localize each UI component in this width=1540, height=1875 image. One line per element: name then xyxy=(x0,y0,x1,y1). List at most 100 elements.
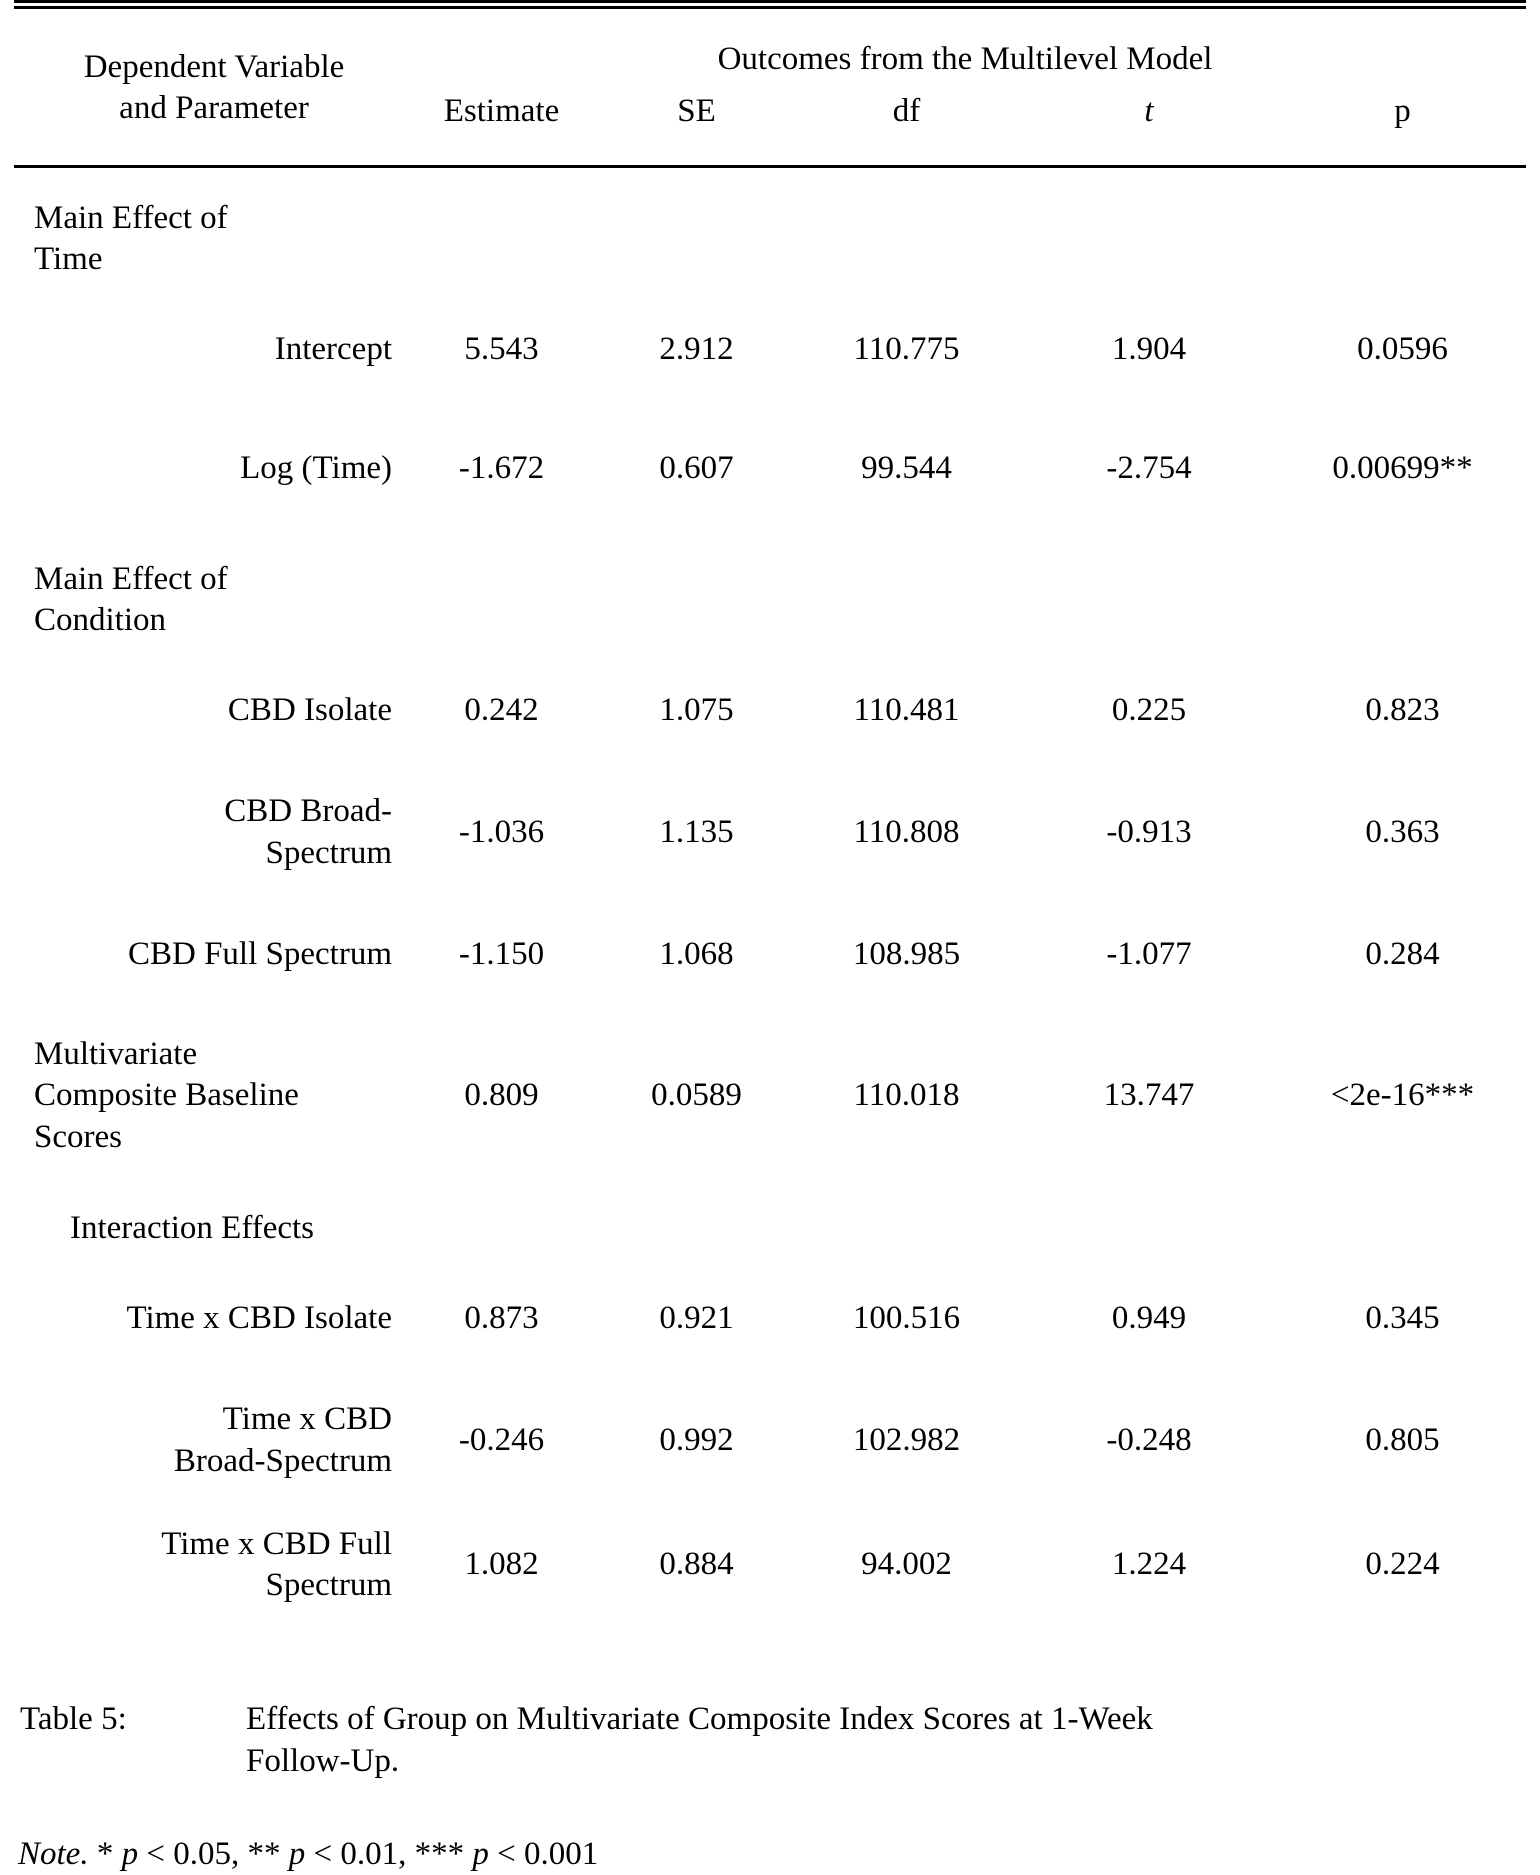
row-label-line: Broad-Spectrum xyxy=(173,1442,392,1479)
section-header-line: Main Effect of xyxy=(34,560,228,597)
t-cell: 1.224 xyxy=(1111,1546,1187,1583)
column-header-t: t xyxy=(1019,81,1279,168)
table-row-multivariate-composite-baseline: Multivariate Composite Baseline Scores 0… xyxy=(14,1014,1526,1178)
df-cell: 100.516 xyxy=(852,1300,961,1336)
df-cell: 99.544 xyxy=(861,450,952,487)
p-cell: 0.345 xyxy=(1365,1300,1440,1336)
table-header-row-span: Dependent Variable and Parameter Outcome… xyxy=(14,4,1526,168)
t-cell: -1.077 xyxy=(1106,935,1192,972)
t-cell: 1.904 xyxy=(1111,331,1187,367)
df-cell: 110.808 xyxy=(853,813,960,850)
row-label: Log (Time) xyxy=(14,409,404,528)
estimate-cell: -1.150 xyxy=(458,935,545,972)
row-label-line: Spectrum xyxy=(265,834,392,871)
column-header-df: df xyxy=(794,81,1019,168)
row-label-line: Log (Time) xyxy=(240,450,392,487)
note-segment: < 0.001 xyxy=(488,1835,599,1872)
section-row-interaction-effects: Interaction Effects xyxy=(14,1178,1526,1259)
table-row-cbd-broad-spectrum: CBD Broad- Spectrum -1.036 1.135 110.808… xyxy=(14,770,1526,895)
estimate-cell: 5.543 xyxy=(464,331,539,367)
estimate-cell: 0.873 xyxy=(464,1300,539,1336)
stub-header-line-1: Dependent Variable xyxy=(83,49,345,85)
multilevel-model-table: Dependent Variable and Parameter Outcome… xyxy=(14,0,1527,1628)
t-cell: -0.913 xyxy=(1106,813,1192,850)
row-label-line: Time x CBD Isolate xyxy=(126,1300,392,1336)
df-cell: 110.775 xyxy=(853,331,960,367)
se-cell: 0.921 xyxy=(659,1300,734,1336)
row-label-line: CBD Full Spectrum xyxy=(127,935,392,972)
df-cell: 110.018 xyxy=(853,1077,960,1114)
t-cell: 0.949 xyxy=(1111,1300,1187,1336)
row-label: Multivariate Composite Baseline Scores xyxy=(14,1014,404,1178)
note-segment: p xyxy=(472,1835,489,1872)
row-label: Time x CBD Full Spectrum xyxy=(14,1503,404,1628)
p-cell: 0.823 xyxy=(1365,692,1440,728)
p-cell: 0.284 xyxy=(1365,935,1440,972)
table-caption: Table 5: Effects of Group on Multivariat… xyxy=(14,1699,1526,1782)
section-header: Main Effect of Condition xyxy=(14,529,1526,652)
table-row-cbd-isolate: CBD Isolate 0.242 1.075 110.481 0.225 0.… xyxy=(14,651,1526,770)
t-cell: -2.754 xyxy=(1106,450,1192,487)
se-cell: 1.075 xyxy=(659,692,734,728)
table-row-intercept: Intercept 5.543 2.912 110.775 1.904 0.05… xyxy=(14,290,1526,409)
row-label: Intercept xyxy=(14,290,404,409)
stub-header-line-2: and Parameter xyxy=(119,90,309,127)
estimate-cell: 0.242 xyxy=(464,692,539,728)
note-segment: < 0.05, ** xyxy=(138,1835,289,1872)
section-header: Main Effect of Time xyxy=(14,166,1526,290)
row-label-line: CBD Broad- xyxy=(224,793,392,830)
caption-text: Effects of Group on Multivariate Composi… xyxy=(246,1699,1526,1782)
row-label-line: Composite Baseline xyxy=(34,1077,299,1114)
df-cell: 94.002 xyxy=(861,1546,952,1583)
span-header: Outcomes from the Multilevel Model xyxy=(717,41,1213,77)
column-header-se: SE xyxy=(599,81,794,168)
table-note: Note. * p < 0.05, ** p < 0.01, *** p < 0… xyxy=(14,1834,1526,1875)
row-label-line: Time x CBD Full xyxy=(161,1525,392,1562)
caption-text-line: Effects of Group on Multivariate Composi… xyxy=(246,1701,1153,1738)
se-cell: 1.135 xyxy=(659,813,734,850)
caption-label: Table 5: xyxy=(20,1701,127,1738)
row-label-line: Time x CBD xyxy=(222,1401,392,1438)
section-header-line: Condition xyxy=(34,601,167,638)
estimate-cell: -1.672 xyxy=(458,450,545,487)
p-cell: 0.00699** xyxy=(1332,450,1473,487)
table-row-time-x-cbd-isolate: Time x CBD Isolate 0.873 0.921 100.516 0… xyxy=(14,1259,1526,1378)
note-segment: Note. xyxy=(18,1835,89,1872)
table-row-time-x-cbd-full-spectrum: Time x CBD Full Spectrum 1.082 0.884 94.… xyxy=(14,1503,1526,1628)
column-header-p: p xyxy=(1279,81,1527,168)
table-header-row-columns: Estimate SE df t p xyxy=(14,81,1527,168)
estimate-cell: 1.082 xyxy=(464,1546,539,1583)
section-header-line: Time xyxy=(34,240,103,277)
table-row-log-time: Log (Time) -1.672 0.607 99.544 -2.754 0.… xyxy=(14,409,1526,528)
note-segment: * xyxy=(88,1835,122,1872)
section-header: Interaction Effects xyxy=(14,1178,1526,1259)
t-cell: 0.225 xyxy=(1111,692,1187,728)
row-label: CBD Full Spectrum xyxy=(14,895,404,1014)
df-cell: 110.481 xyxy=(853,692,960,728)
estimate-cell: 0.809 xyxy=(464,1077,539,1114)
note-segment: < 0.01, *** xyxy=(305,1835,473,1872)
se-cell: 0.992 xyxy=(659,1421,734,1458)
caption-text-line: Follow-Up. xyxy=(246,1742,400,1779)
table-row-cbd-full-spectrum: CBD Full Spectrum -1.150 1.068 108.985 -… xyxy=(14,895,1526,1014)
table-row-time-x-cbd-broad-spectrum: Time x CBD Broad-Spectrum -0.246 0.992 1… xyxy=(14,1378,1526,1503)
row-label-line: CBD Isolate xyxy=(227,692,392,728)
estimate-cell: -0.246 xyxy=(458,1421,545,1458)
row-label: CBD Broad- Spectrum xyxy=(14,770,404,895)
section-row-main-effect-time: Main Effect of Time xyxy=(14,166,1526,290)
t-cell: -0.248 xyxy=(1106,1421,1192,1458)
p-cell: 0.224 xyxy=(1365,1546,1440,1583)
row-label: Time x CBD Broad-Spectrum xyxy=(14,1378,404,1503)
section-header-line: Main Effect of xyxy=(34,199,228,236)
estimate-cell: -1.036 xyxy=(458,813,545,850)
se-cell: 2.912 xyxy=(659,331,734,367)
note-segment: p xyxy=(288,1835,306,1872)
p-cell: <2e-16*** xyxy=(1330,1077,1475,1114)
se-cell: 0.0589 xyxy=(651,1077,742,1114)
p-cell: 0.805 xyxy=(1365,1421,1440,1458)
p-cell: 0.363 xyxy=(1365,813,1440,850)
row-label: Time x CBD Isolate xyxy=(14,1259,404,1378)
se-cell: 1.068 xyxy=(659,935,734,972)
df-cell: 102.982 xyxy=(852,1421,961,1458)
